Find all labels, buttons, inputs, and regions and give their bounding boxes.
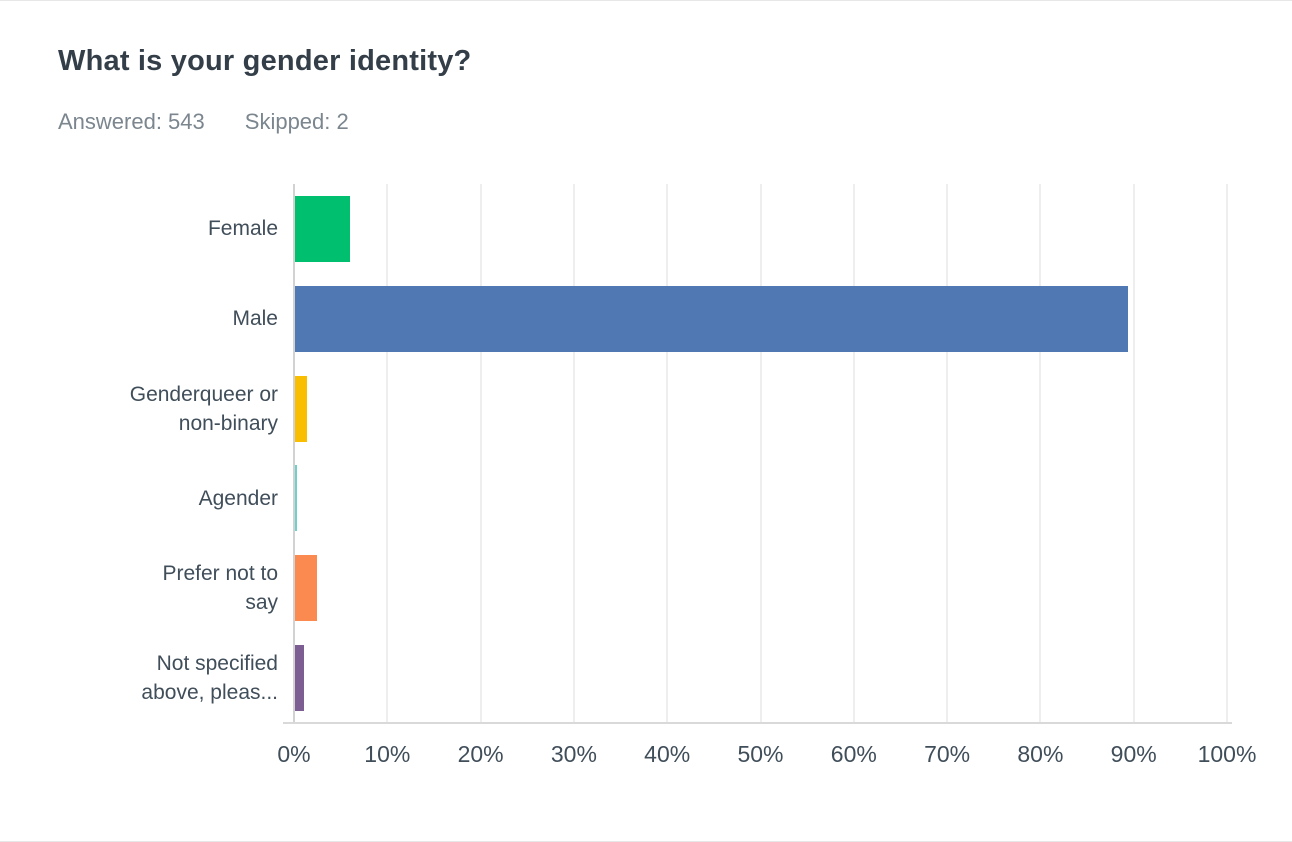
gridline-10pct [386, 184, 389, 723]
gridline-100pct [1226, 184, 1228, 723]
gridline-30pct [572, 184, 575, 723]
category-label-line: non-binary [178, 411, 278, 435]
x-tick-80pct: 80% [1017, 741, 1064, 767]
bar-genderqueer-or-non-binary[interactable] [295, 375, 308, 442]
category-label-agender: Agender [0, 454, 278, 544]
category-label-line: say [245, 591, 278, 615]
bar-agender[interactable] [295, 465, 297, 532]
category-label-not-specified-above-pleas: Not specified above, pleas... [0, 633, 278, 723]
x-tick-100pct: 100% [1197, 741, 1257, 767]
bar-not-specified-above-pleas[interactable] [295, 645, 304, 712]
category-labels: Female Male Genderqueer or non-binary Agende… [0, 184, 278, 723]
gender-bar-chart: Female Male Genderqueer or non-binary Agende… [0, 184, 1292, 767]
plot-area [293, 184, 1228, 723]
x-axis-ticks: 0% 10% 20% 30% 40% 50% 60% 70% 80% 90% 100% [277, 741, 1256, 773]
question-title: What is your gender identity? [58, 45, 472, 77]
category-label-male: Male [0, 274, 278, 364]
gridline-50pct [759, 184, 762, 723]
category-label-line: Prefer not to [162, 562, 278, 586]
x-tick-70pct: 70% [924, 741, 971, 767]
gridline-40pct [666, 184, 669, 723]
x-tick-50pct: 50% [737, 741, 784, 767]
answered-count: Answered: 543 [58, 109, 205, 134]
gridline-80pct [1039, 184, 1042, 723]
response-meta: Answered: 543 Skipped: 2 [58, 109, 349, 135]
category-label-line: Not specified [156, 652, 278, 676]
category-label-prefer-not-to-say: Prefer not to say [0, 543, 278, 633]
x-tick-20pct: 20% [457, 741, 504, 767]
x-tick-60pct: 60% [830, 741, 877, 767]
bar-female[interactable] [295, 195, 350, 262]
category-label-line: Genderqueer or [129, 382, 278, 406]
category-label-line: Agender [198, 486, 278, 510]
category-label-line: above, pleas... [141, 681, 278, 705]
bar-male[interactable] [295, 285, 1129, 352]
gridline-90pct [1132, 184, 1135, 723]
category-label-genderqueer-or-non-binary: Genderqueer or non-binary [0, 364, 278, 454]
x-tick-90pct: 90% [1110, 741, 1157, 767]
category-label-line: Male [232, 307, 278, 331]
gridline-60pct [852, 184, 855, 723]
category-label-female: Female [0, 184, 278, 274]
gridline-70pct [946, 184, 949, 723]
x-tick-40pct: 40% [644, 741, 691, 767]
skipped-count: Skipped: 2 [244, 109, 349, 134]
x-axis-baseline [283, 722, 1232, 724]
x-tick-30pct: 30% [550, 741, 597, 767]
x-tick-0pct: 0% [277, 741, 311, 767]
gridline-20pct [479, 184, 482, 723]
category-label-line: Female [207, 217, 278, 241]
bar-prefer-not-to-say[interactable] [295, 555, 318, 622]
y-axis-line [293, 184, 295, 723]
x-tick-10pct: 10% [364, 741, 411, 767]
